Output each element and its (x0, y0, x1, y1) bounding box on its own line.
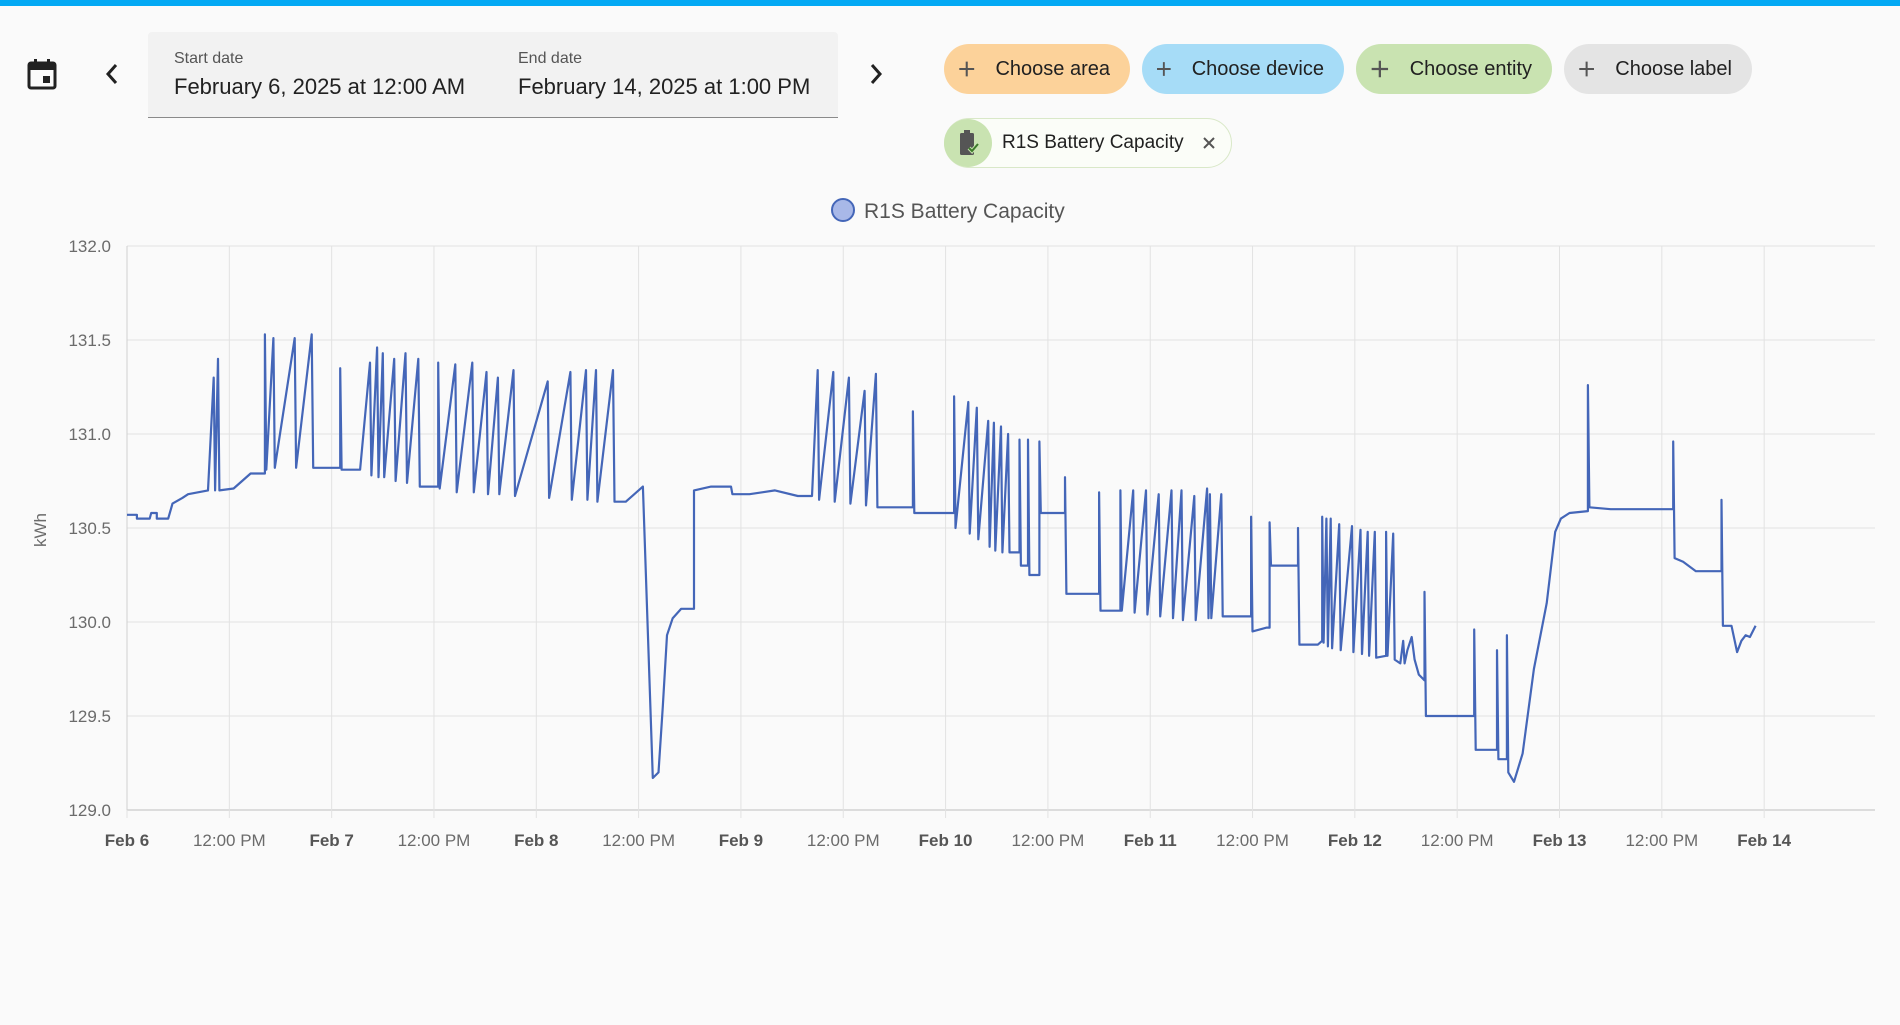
x-tick-label: 12:00 PM (807, 831, 880, 850)
choose-device-button[interactable]: Choose device (1142, 44, 1344, 94)
series-line-r1s-battery-capacity (127, 333, 1757, 783)
calendar-icon[interactable] (18, 50, 66, 98)
x-tick-label: 12:00 PM (193, 831, 266, 850)
end-date-field[interactable]: End date February 14, 2025 at 1:00 PM (518, 50, 810, 100)
date-range-picker[interactable]: Start date February 6, 2025 at 12:00 AM … (148, 32, 838, 118)
choose-label-label: Choose label (1615, 57, 1732, 80)
x-tick-label: Feb 14 (1737, 831, 1791, 850)
x-tick-label: Feb 13 (1533, 831, 1587, 850)
end-date-value: February 14, 2025 at 1:00 PM (518, 74, 811, 99)
plus-icon (1371, 60, 1389, 78)
start-date-label: Start date (174, 50, 244, 67)
choose-area-label: Choose area (995, 57, 1110, 80)
selected-entity-chip[interactable]: R1S Battery Capacity (944, 118, 1232, 168)
chevron-left-icon[interactable] (88, 50, 136, 98)
x-tick-label: Feb 6 (105, 831, 149, 850)
y-tick-label: 131.0 (68, 425, 111, 444)
y-axis: 132.0 131.5 131.0 130.5 130.0 129.5 129.0 (68, 237, 111, 820)
end-date-label: End date (518, 50, 583, 67)
x-tick-label: Feb 12 (1328, 831, 1382, 850)
legend-label: R1S Battery Capacity (864, 200, 1065, 223)
legend-marker (831, 198, 855, 222)
x-tick-label: Feb 8 (514, 831, 558, 850)
x-tick-label: Feb 10 (919, 831, 973, 850)
x-tick-label: 12:00 PM (1012, 831, 1085, 850)
x-axis: Feb 6 12:00 PM Feb 7 12:00 PM Feb 8 12:00 PM F… (105, 831, 1792, 850)
start-date-value: February 6, 2025 at 12:00 AM (174, 74, 466, 99)
y-tick-label: 129.5 (68, 707, 111, 726)
plus-icon (959, 61, 975, 77)
choose-label-button[interactable]: Choose label (1564, 44, 1752, 94)
top-accent-bar (0, 0, 1900, 6)
x-tick-label: 12:00 PM (1625, 831, 1698, 850)
close-icon[interactable] (1198, 132, 1220, 154)
start-date-field[interactable]: Start date February 6, 2025 at 12:00 AM (174, 50, 465, 100)
plus-icon (1157, 62, 1171, 76)
choose-entity-button[interactable]: Choose entity (1356, 44, 1552, 94)
choose-device-label: Choose device (1191, 57, 1324, 80)
plus-icon (1579, 61, 1594, 77)
chevron-right-icon[interactable] (852, 50, 900, 98)
y-tick-label: 130.5 (68, 519, 111, 538)
chart-grid (126, 245, 1875, 818)
choose-entity-label: Choose entity (1409, 57, 1532, 80)
x-tick-label: Feb 7 (309, 831, 353, 850)
x-tick-label: 12:00 PM (1421, 831, 1494, 850)
history-chart: R1S Battery Capacity 132.0 131.5 131.0 130.… (31, 198, 1875, 850)
choose-area-button[interactable]: Choose area (944, 44, 1130, 94)
selected-entity-name: R1S Battery Capacity (1002, 132, 1184, 153)
x-tick-label: 12:00 PM (1216, 831, 1289, 850)
y-tick-label: 132.0 (68, 237, 111, 256)
chart-legend[interactable]: R1S Battery Capacity (831, 198, 1065, 223)
y-axis-label: kWh (31, 513, 50, 547)
x-tick-label: 12:00 PM (398, 831, 471, 850)
x-tick-label: Feb 11 (1124, 831, 1177, 850)
y-tick-label: 131.5 (68, 331, 111, 350)
y-tick-label: 129.0 (68, 801, 111, 820)
x-tick-label: Feb 9 (719, 831, 763, 850)
x-tick-label: 12:00 PM (602, 831, 675, 850)
y-tick-label: 130.0 (68, 613, 111, 632)
battery-check-icon (944, 119, 992, 167)
